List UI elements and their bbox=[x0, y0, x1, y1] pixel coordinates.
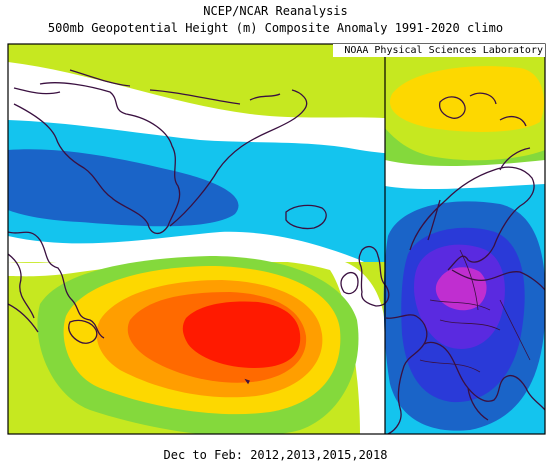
chart-title: NCEP/NCAR Reanalysis bbox=[203, 4, 348, 18]
coast-ireland bbox=[340, 271, 359, 295]
band-white-lower-fill bbox=[8, 249, 385, 434]
composite-caption: Dec to Feb: 2012,2013,2015,2018 bbox=[163, 448, 388, 462]
coast-europe bbox=[385, 314, 545, 434]
coast-azores bbox=[244, 378, 250, 385]
coast-iceland bbox=[285, 204, 327, 230]
coast-scandinavia bbox=[409, 147, 535, 271]
blob-blue-west bbox=[8, 149, 239, 227]
coast-britain bbox=[358, 245, 390, 307]
coast-newfoundland bbox=[68, 319, 98, 344]
coast-arctic-islands bbox=[13, 69, 281, 105]
coast-greenland bbox=[13, 82, 308, 234]
coast-labrador bbox=[8, 231, 105, 339]
coast-baltic bbox=[451, 269, 545, 291]
credit-label: NOAA Physical Sciences Laboratory bbox=[333, 44, 545, 57]
blob-magenta-east bbox=[435, 267, 487, 311]
chart-subtitle: 500mb Geopotential Height (m) Composite … bbox=[47, 21, 504, 35]
coast-svalbard bbox=[438, 92, 527, 127]
blob-yellow-east bbox=[389, 66, 544, 132]
blob-red bbox=[182, 301, 301, 368]
coast-borders bbox=[419, 249, 531, 373]
map-frame bbox=[7, 43, 546, 435]
coastlines bbox=[8, 69, 545, 434]
